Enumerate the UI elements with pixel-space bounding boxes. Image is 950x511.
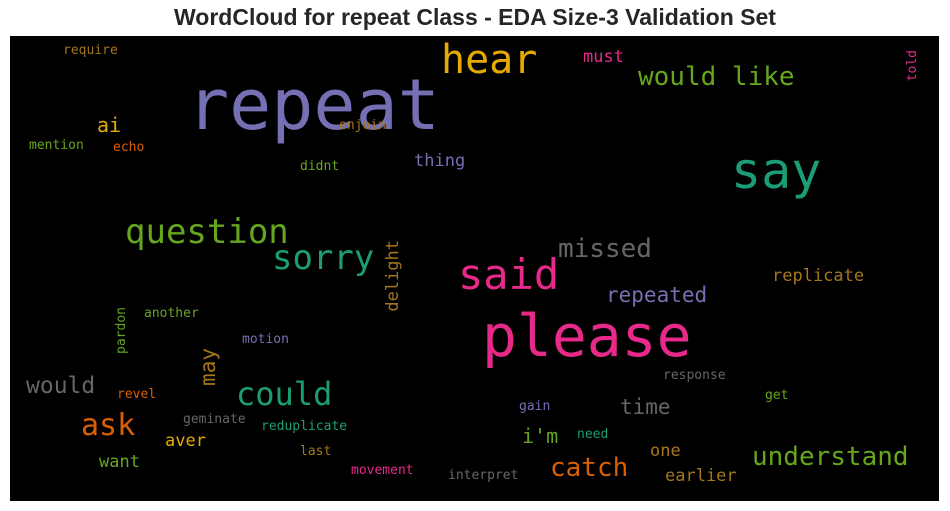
word-motion: motion: [242, 332, 289, 347]
word-echo: echo: [113, 140, 145, 155]
word-require: require: [63, 43, 118, 58]
word-pardon: pardon: [114, 307, 129, 354]
word-ask: ask: [81, 408, 136, 443]
word-replicate: replicate: [772, 266, 865, 286]
word-movement: movement: [351, 463, 414, 478]
word-said: said: [458, 250, 560, 299]
word-didnt: didnt: [300, 159, 340, 174]
word-understand: understand: [752, 442, 909, 472]
word-told: told: [905, 50, 920, 82]
word-another: another: [144, 306, 199, 321]
word-please: please: [482, 302, 692, 370]
word-interpret: interpret: [448, 468, 519, 483]
word-could: could: [236, 375, 333, 413]
word-hear: hear: [441, 37, 538, 83]
word-would-like: would like: [638, 62, 795, 92]
word-sorry: sorry: [272, 238, 375, 278]
word-thing: thing: [414, 151, 466, 171]
chart-title: WordCloud for repeat Class - EDA Size-3 …: [174, 4, 776, 30]
word-mention: mention: [29, 138, 84, 153]
word-would: would: [26, 373, 96, 399]
word-reduplicate: reduplicate: [261, 419, 348, 434]
word-earlier: earlier: [665, 466, 737, 486]
word-ai: ai: [97, 113, 122, 137]
word-may: may: [196, 348, 220, 386]
word-catch: catch: [550, 453, 629, 483]
wordcloud-canvas: repeat please say said hear question sorry coul…: [10, 36, 939, 501]
word-one: one: [650, 441, 681, 461]
word-i-m: i'm: [522, 424, 559, 448]
word-geminate: geminate: [183, 412, 246, 427]
word-missed: missed: [558, 234, 652, 264]
word-response: response: [663, 368, 726, 383]
word-must: must: [583, 47, 624, 67]
word-need: need: [577, 427, 609, 442]
word-question: question: [125, 212, 289, 252]
word-get: get: [765, 388, 789, 403]
word-last: last: [300, 444, 332, 459]
word-repeated: repeated: [606, 283, 708, 307]
word-enjoin: enjoin: [339, 118, 386, 133]
word-delight: delight: [383, 240, 403, 312]
word-repeat: repeat: [187, 64, 440, 146]
word-revel: revel: [117, 387, 157, 402]
word-gain: gain: [519, 399, 551, 414]
word-time: time: [620, 395, 671, 419]
word-say: say: [731, 142, 822, 200]
word-aver: aver: [165, 431, 206, 451]
word-want: want: [99, 452, 140, 472]
